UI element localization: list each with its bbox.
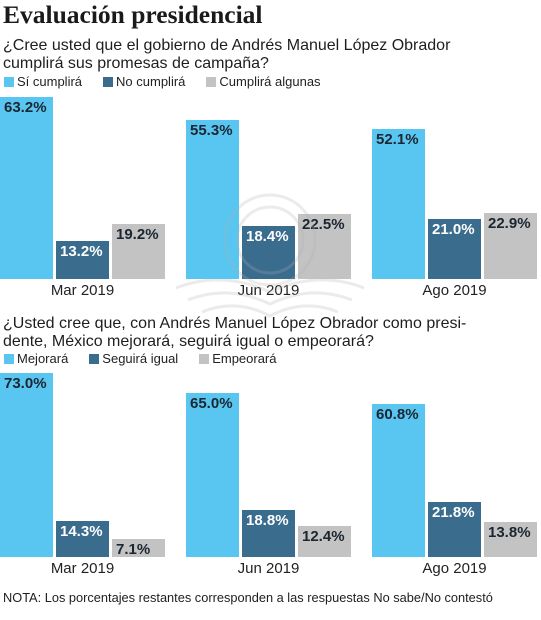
bar-no-cumplira-mar-2019: 13.2% [56, 241, 109, 279]
bar-plot: 73.0% 14.3% 7.1% 65.0% 18.8% 12.4% 60.8% 21.8% 1… [0, 368, 537, 557]
data-label: 13.2% [60, 243, 103, 260]
legend-swatch [4, 353, 14, 364]
data-label: 65.0% [190, 395, 233, 413]
bar-si-cumplira-mar-2019: 63.2% [0, 97, 53, 279]
x-tick-label: Mar 2019 [50, 282, 115, 299]
bar-group-mar-2019: 73.0% 14.3% 7.1% [0, 373, 165, 557]
data-label: 12.4% [302, 527, 345, 545]
bar-mejorara-ago-2019: 60.8% [372, 403, 425, 557]
bar-si-cumplira-jun-2019: 55.3% [186, 119, 239, 279]
legend-label: Seguirá igual [102, 351, 179, 366]
footnote: NOTA: Los porcentajes restantes correspo… [3, 590, 493, 605]
x-axis-labels: Mar 2019 Jun 2019 Ago 2019 [0, 283, 537, 298]
question-text: ¿Cree usted que el gobierno de Andrés Ma… [3, 37, 450, 73]
legend: Sí cumplirá No cumplirá Cumplirá algunas [4, 75, 321, 88]
data-label: 22.9% [488, 215, 531, 233]
data-label: 60.8% [376, 405, 419, 423]
data-label: 19.2% [116, 225, 159, 243]
legend-item-no-cumplira: No cumplirá [103, 75, 185, 88]
bar-group-ago-2019: 60.8% 21.8% 13.8% [372, 403, 537, 557]
data-label: 13.8% [488, 524, 531, 542]
bar-seguira-igual-mar-2019: 14.3% [56, 521, 109, 557]
bar-group-ago-2019: 52.1% 21.0% 22.9% [372, 129, 537, 279]
bar-cumplira-algunas-mar-2019: 19.2% [112, 223, 165, 279]
bar-cumplira-algunas-jun-2019: 22.5% [298, 214, 351, 279]
legend-swatch [206, 76, 217, 87]
legend: Mejorará Seguirá igual Empeorará [4, 352, 277, 365]
legend-label: No cumplirá [116, 74, 186, 89]
legend-swatch [103, 76, 114, 87]
data-label: 21.0% [432, 220, 475, 238]
data-label: 14.3% [60, 523, 103, 540]
legend-item-empeorara: Empeorará [199, 351, 277, 366]
legend-item-seguira-igual: Seguirá igual [89, 352, 178, 365]
bar-group-mar-2019: 63.2% 13.2% 19.2% [0, 97, 165, 279]
bar-seguira-igual-jun-2019: 18.8% [242, 509, 295, 557]
bar-empeorara-jun-2019: 12.4% [298, 525, 351, 557]
legend-label: Mejorará [17, 351, 69, 366]
bar-si-cumplira-ago-2019: 52.1% [372, 129, 425, 279]
data-label: 73.0% [4, 375, 47, 392]
bar-seguira-igual-ago-2019: 21.8% [428, 502, 481, 557]
bar-mejorara-mar-2019: 73.0% [0, 373, 53, 557]
data-label: 7.1% [116, 541, 151, 559]
legend-item-mejorara: Mejorará [4, 352, 68, 365]
bar-empeorara-ago-2019: 13.8% [484, 522, 537, 557]
question-line: dente, México mejorará, seguirá igual o … [3, 333, 374, 350]
legend-label: Empeorará [212, 351, 277, 366]
data-label: 22.5% [302, 216, 345, 234]
legend-swatch [199, 353, 210, 364]
legend-swatch [89, 353, 100, 364]
legend-label: Sí cumplirá [17, 74, 83, 89]
bar-no-cumplira-jun-2019: 18.4% [242, 226, 295, 279]
data-label: 18.4% [246, 228, 289, 246]
data-label: 52.1% [376, 131, 419, 149]
data-label: 55.3% [190, 121, 233, 139]
page-title: Evaluación presidencial [3, 0, 263, 29]
question-line: ¿Cree usted que el gobierno de Andrés Ma… [3, 37, 451, 54]
x-tick-label: Ago 2019 [422, 560, 487, 577]
legend-item-si-cumplira: Sí cumplirá [4, 75, 82, 88]
data-label: 18.8% [246, 511, 289, 529]
bar-empeorara-mar-2019: 7.1% [112, 539, 165, 557]
x-tick-label: Ago 2019 [422, 282, 487, 299]
x-tick-label: Mar 2019 [50, 560, 115, 577]
x-tick-label: Jun 2019 [237, 282, 300, 299]
bar-group-jun-2019: 55.3% 18.4% 22.5% [186, 119, 351, 279]
bar-plot: 63.2% 13.2% 19.2% 55.3% 18.4% 22.5% 52.1% 21.0%… [0, 92, 537, 279]
data-label: 63.2% [4, 99, 47, 117]
bar-group-jun-2019: 65.0% 18.8% 12.4% [186, 393, 351, 557]
question-line: ¿Usted cree que, con Andrés Manuel López… [3, 315, 467, 332]
legend-swatch [4, 76, 14, 87]
x-axis-labels: Mar 2019 Jun 2019 Ago 2019 [0, 561, 537, 576]
legend-item-cumplira-algunas: Cumplirá algunas [206, 74, 321, 89]
question-line: cumplirá sus promesas de campaña? [3, 55, 269, 72]
data-label: 21.8% [432, 504, 475, 522]
bar-mejorara-jun-2019: 65.0% [186, 393, 239, 557]
bar-cumplira-algunas-ago-2019: 22.9% [484, 213, 537, 279]
bar-no-cumplira-ago-2019: 21.0% [428, 218, 481, 279]
question-text: ¿Usted cree que, con Andrés Manuel López… [3, 315, 466, 351]
x-tick-label: Jun 2019 [237, 560, 300, 577]
legend-label: Cumplirá algunas [219, 74, 321, 89]
